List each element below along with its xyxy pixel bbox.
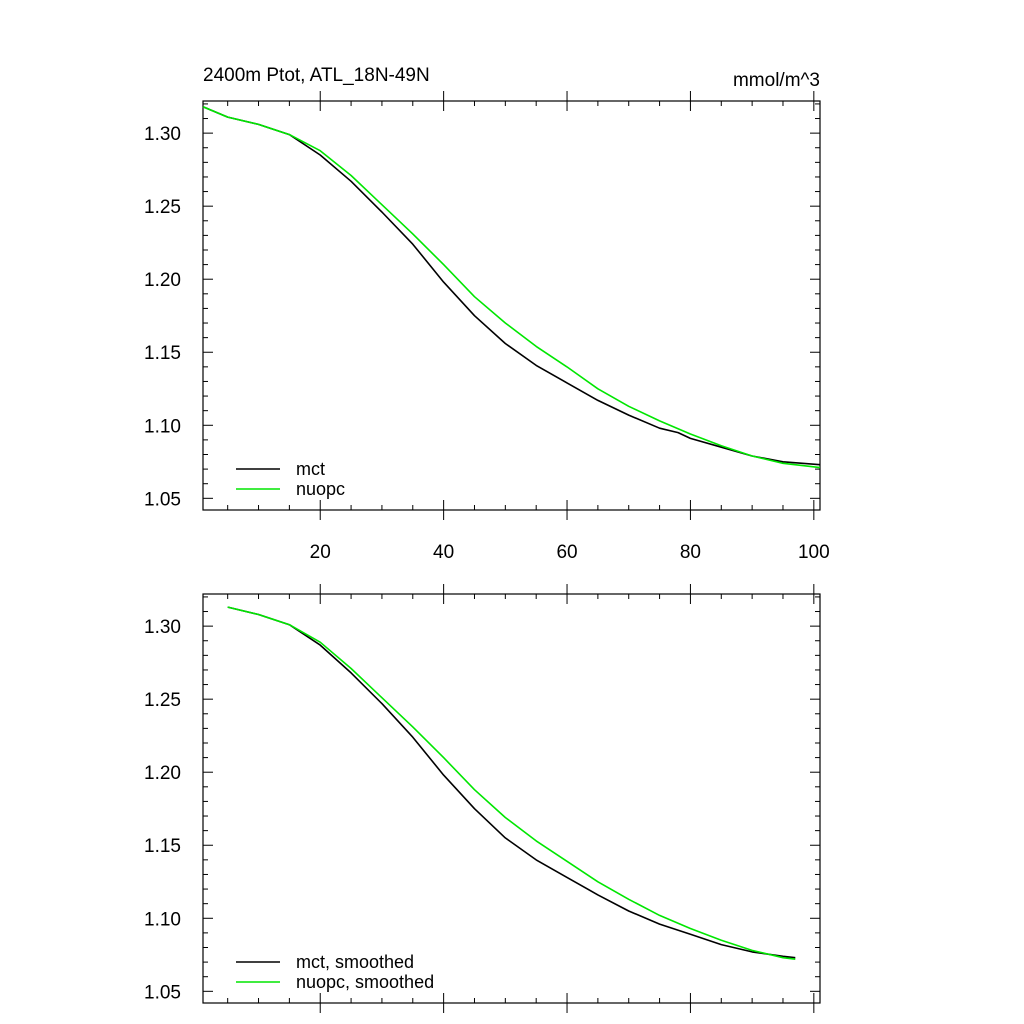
- x-tick-label: 80: [680, 542, 701, 563]
- legend-label: nuopc: [296, 479, 345, 499]
- y-tick-label: 1.10: [144, 909, 181, 930]
- series-line-nuopc: [202, 106, 821, 469]
- x-tick-label: 100: [798, 542, 830, 563]
- plot-frame: [202, 100, 821, 511]
- y-tick-label: 1.30: [144, 124, 181, 145]
- x-tick-label: 60: [556, 542, 577, 563]
- y-tick-label: 1.20: [144, 763, 181, 784]
- y-tick-label: 1.10: [144, 416, 181, 437]
- legend-label: mct, smoothed: [296, 952, 414, 972]
- y-tick-label: 1.30: [144, 617, 181, 638]
- chart-title: 2400m Ptot, ATL_18N-49N: [203, 65, 430, 86]
- series-line-mct: [202, 106, 821, 466]
- plot-frame: [202, 593, 821, 1004]
- y-tick-label: 1.15: [144, 836, 181, 857]
- y-tick-label: 1.15: [144, 343, 181, 364]
- y-tick-label: 1.20: [144, 270, 181, 291]
- units-label: mmol/m^3: [733, 70, 820, 91]
- legend-label: mct: [296, 459, 325, 479]
- x-tick-label: 20: [310, 542, 331, 563]
- series-line-mct-smoothed: [227, 606, 796, 959]
- series-line-nuopc-smoothed: [227, 606, 796, 960]
- bottom-panel: 1.05 1.10 1.15 1.20 1.25 1.30 mct, smoothednuo…: [144, 584, 821, 1013]
- y-tick-label: 1.25: [144, 690, 181, 711]
- legend-label: nuopc, smoothed: [296, 972, 434, 992]
- top-panel: 1.05 1.10 1.15 1.20 1.25 1.30 20 40 60 80 100 mctnu…: [144, 91, 830, 563]
- y-tick-label: 1.25: [144, 197, 181, 218]
- y-tick-label: 1.05: [144, 489, 181, 510]
- x-tick-label: 40: [433, 542, 454, 563]
- y-tick-label: 1.05: [144, 982, 181, 1003]
